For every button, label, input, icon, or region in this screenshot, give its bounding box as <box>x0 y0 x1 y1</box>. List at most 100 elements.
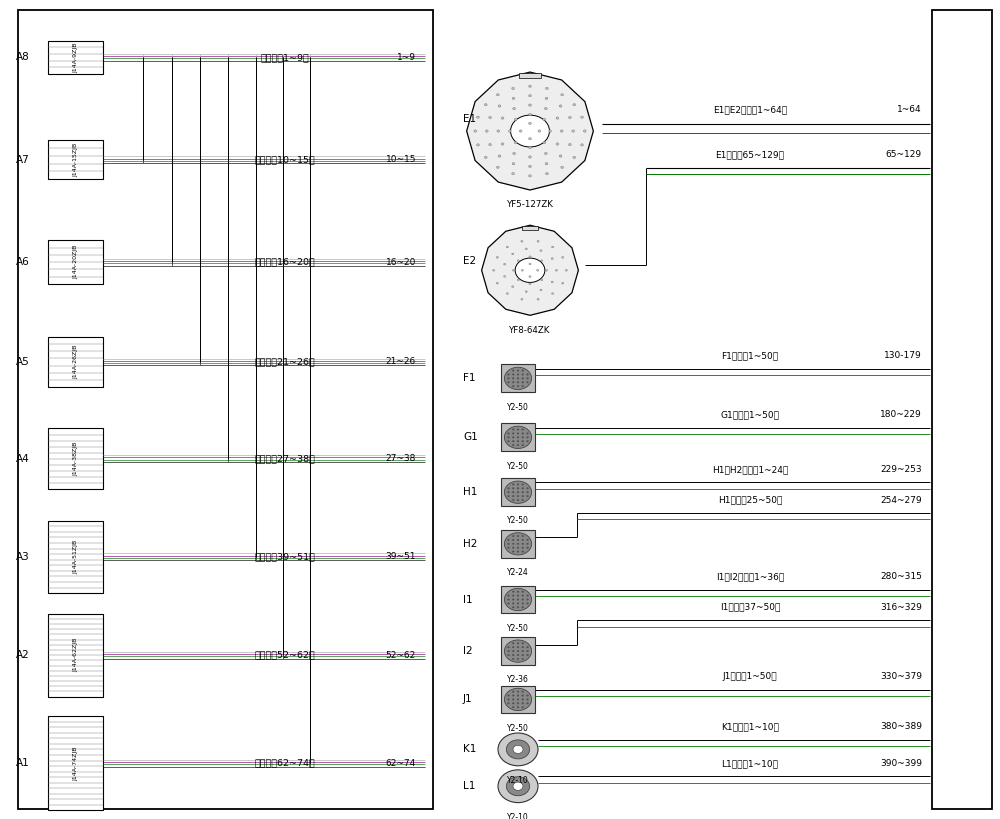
Circle shape <box>512 370 514 371</box>
Text: I1连接器37~50点: I1连接器37~50点 <box>720 603 780 612</box>
Circle shape <box>540 250 542 251</box>
Text: 各连接器1~9点: 各连接器1~9点 <box>261 53 309 61</box>
Text: J14A-38ZJB: J14A-38ZJB <box>73 441 78 476</box>
Circle shape <box>512 650 514 652</box>
Circle shape <box>508 382 509 383</box>
Text: J14A-74ZJB: J14A-74ZJB <box>73 746 78 781</box>
Circle shape <box>508 539 509 541</box>
Circle shape <box>517 650 519 652</box>
Circle shape <box>522 603 524 604</box>
Circle shape <box>527 603 528 604</box>
Circle shape <box>493 269 495 271</box>
Circle shape <box>522 707 524 708</box>
Circle shape <box>552 247 554 248</box>
Circle shape <box>573 156 576 159</box>
Circle shape <box>527 695 528 696</box>
Circle shape <box>512 551 514 552</box>
Text: YF8-64ZK: YF8-64ZK <box>509 326 551 334</box>
Circle shape <box>498 155 501 157</box>
Bar <box>501 637 535 665</box>
Bar <box>48 428 103 489</box>
Bar <box>501 478 535 506</box>
Circle shape <box>508 491 509 493</box>
Circle shape <box>512 386 514 387</box>
Text: I1、I2连接器1~36点: I1、I2连接器1~36点 <box>716 572 784 581</box>
Circle shape <box>529 156 531 158</box>
Circle shape <box>512 599 514 600</box>
Polygon shape <box>482 225 578 315</box>
Circle shape <box>521 269 523 271</box>
Circle shape <box>506 292 508 294</box>
Circle shape <box>512 378 514 379</box>
Circle shape <box>527 547 528 549</box>
Circle shape <box>568 116 571 119</box>
Circle shape <box>537 241 539 242</box>
Circle shape <box>562 256 564 258</box>
Circle shape <box>504 275 506 278</box>
Circle shape <box>537 298 539 300</box>
Circle shape <box>559 105 562 107</box>
Circle shape <box>517 539 519 541</box>
Text: A5: A5 <box>16 357 30 367</box>
Circle shape <box>517 543 519 545</box>
Text: J14A-15ZJB: J14A-15ZJB <box>73 143 78 177</box>
Circle shape <box>541 279 543 281</box>
Circle shape <box>517 484 519 485</box>
Text: I2: I2 <box>463 646 473 656</box>
Circle shape <box>527 543 528 545</box>
Circle shape <box>508 595 509 596</box>
Text: 39~51: 39~51 <box>386 553 416 561</box>
Circle shape <box>508 603 509 604</box>
Circle shape <box>496 93 499 96</box>
Circle shape <box>540 289 542 291</box>
Bar <box>932 10 992 809</box>
Text: 21~26: 21~26 <box>386 358 416 366</box>
Circle shape <box>512 382 514 383</box>
Circle shape <box>527 373 528 375</box>
Text: L1: L1 <box>463 781 475 791</box>
Circle shape <box>513 152 516 155</box>
Text: H1: H1 <box>463 487 477 497</box>
Text: 各连接器39~51点: 各连接器39~51点 <box>255 553 315 561</box>
Text: 62~74: 62~74 <box>386 759 416 767</box>
Circle shape <box>556 117 559 120</box>
Circle shape <box>517 386 519 387</box>
Circle shape <box>517 260 519 261</box>
Circle shape <box>529 85 531 88</box>
Circle shape <box>527 441 528 442</box>
Circle shape <box>517 607 519 608</box>
Circle shape <box>517 699 519 700</box>
Circle shape <box>513 107 516 110</box>
Circle shape <box>517 658 519 659</box>
Text: H1连接器25~50点: H1连接器25~50点 <box>718 495 782 505</box>
Circle shape <box>529 147 531 149</box>
Circle shape <box>508 646 509 648</box>
Circle shape <box>506 776 530 796</box>
Circle shape <box>544 107 547 110</box>
Circle shape <box>527 646 528 648</box>
Circle shape <box>517 695 519 696</box>
Circle shape <box>522 599 524 600</box>
Circle shape <box>489 116 492 119</box>
Circle shape <box>508 378 509 379</box>
Circle shape <box>543 118 546 120</box>
Text: 各连接器21~26点: 各连接器21~26点 <box>255 358 315 366</box>
Text: 180~229: 180~229 <box>880 410 922 419</box>
Text: 316~329: 316~329 <box>880 603 922 612</box>
Circle shape <box>541 260 543 261</box>
Circle shape <box>517 707 519 708</box>
Text: Y2-10: Y2-10 <box>507 776 529 785</box>
Text: 10~15: 10~15 <box>386 156 416 164</box>
Circle shape <box>508 543 509 545</box>
Circle shape <box>517 432 519 434</box>
Circle shape <box>512 603 514 604</box>
Text: J1: J1 <box>463 695 473 704</box>
Text: 280~315: 280~315 <box>880 572 922 581</box>
Circle shape <box>512 88 515 89</box>
Circle shape <box>498 105 501 107</box>
Circle shape <box>543 142 546 144</box>
Circle shape <box>517 547 519 549</box>
Circle shape <box>555 269 558 271</box>
Text: 130-179: 130-179 <box>884 351 922 360</box>
Text: Y2-50: Y2-50 <box>507 403 529 411</box>
